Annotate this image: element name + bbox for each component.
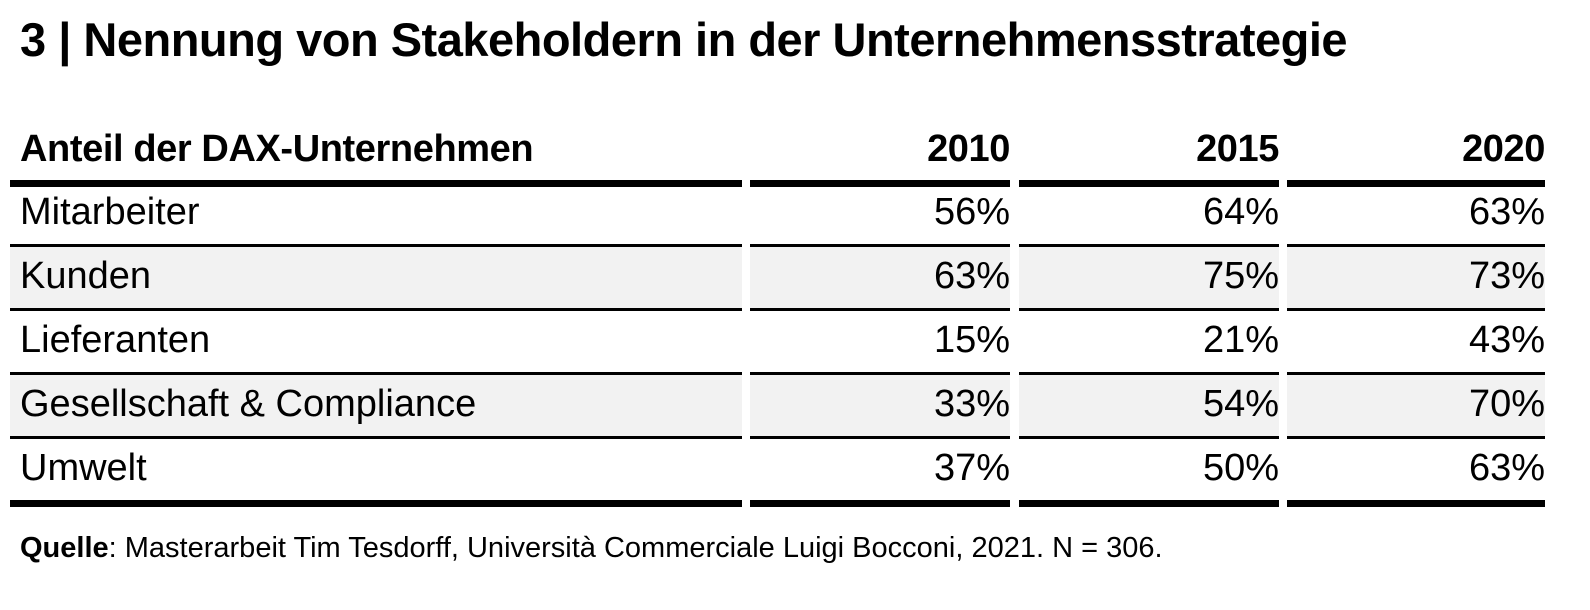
value-cell: 43% <box>1287 308 1545 375</box>
row-label: Mitarbeiter <box>20 190 200 233</box>
value-2020: 63% <box>1468 446 1545 489</box>
row-label: Umwelt <box>20 446 147 489</box>
source-label: Quelle <box>20 532 109 564</box>
value-2020: 63% <box>1468 190 1545 233</box>
source-note: Quelle: Masterarbeit Tim Tesdorff, Unive… <box>20 532 1163 565</box>
value-cell: 56% <box>750 180 1010 247</box>
header-cell-2015: 2015 <box>1019 118 1279 187</box>
value-2010: 15% <box>933 318 1010 361</box>
value-2020: 73% <box>1468 254 1545 297</box>
value-cell: 63% <box>1287 436 1545 507</box>
value-cell: 73% <box>1287 244 1545 311</box>
value-2010: 33% <box>933 382 1010 425</box>
table-row: Kunden 63% 75% 73% <box>10 244 1545 311</box>
row-label: Gesellschaft & Compliance <box>20 382 477 425</box>
value-cell: 15% <box>750 308 1010 375</box>
column-header-2015: 2015 <box>1196 127 1279 170</box>
value-2015: 54% <box>1202 382 1279 425</box>
value-cell: 63% <box>750 244 1010 311</box>
value-cell: 50% <box>1019 436 1279 507</box>
value-cell: 75% <box>1019 244 1279 311</box>
header-cell-2020: 2020 <box>1287 118 1545 187</box>
row-label: Kunden <box>20 254 152 297</box>
table-body: Mitarbeiter 56% 64% 63% Kunden 63% 75% 73% Liefe… <box>10 180 1545 507</box>
value-2015: 64% <box>1202 190 1279 233</box>
column-header-2010: 2010 <box>927 127 1010 170</box>
value-cell: 54% <box>1019 372 1279 439</box>
value-cell: 63% <box>1287 180 1545 247</box>
value-2010: 63% <box>933 254 1010 297</box>
value-2015: 21% <box>1202 318 1279 361</box>
header-cell-label: Anteil der DAX-Unternehmen <box>10 118 742 187</box>
value-2015: 50% <box>1202 446 1279 489</box>
table-row: Lieferanten 15% 21% 43% <box>10 308 1545 375</box>
value-cell: 21% <box>1019 308 1279 375</box>
value-2020: 43% <box>1468 318 1545 361</box>
table-row: Umwelt 37% 50% 63% <box>10 436 1545 507</box>
value-2020: 70% <box>1468 382 1545 425</box>
column-header-2020: 2020 <box>1462 127 1545 170</box>
row-label-cell: Umwelt <box>10 436 742 507</box>
row-header-label: Anteil der DAX-Unternehmen <box>20 127 534 170</box>
row-label-cell: Kunden <box>10 244 742 311</box>
value-2010: 56% <box>933 190 1010 233</box>
row-label-cell: Gesellschaft & Compliance <box>10 372 742 439</box>
value-2015: 75% <box>1202 254 1279 297</box>
row-label: Lieferanten <box>20 318 211 361</box>
row-label-cell: Lieferanten <box>10 308 742 375</box>
header-cell-2010: 2010 <box>750 118 1010 187</box>
value-cell: 37% <box>750 436 1010 507</box>
row-label-cell: Mitarbeiter <box>10 180 742 247</box>
source-text: : Masterarbeit Tim Tesdorff, Università … <box>108 532 1163 564</box>
value-2010: 37% <box>933 446 1010 489</box>
table-row: Mitarbeiter 56% 64% 63% <box>10 180 1545 247</box>
value-cell: 70% <box>1287 372 1545 439</box>
chart-title: 3 | Nennung von Stakeholdern in der Unte… <box>20 13 1348 66</box>
data-table: Anteil der DAX-Unternehmen 2010 2015 202… <box>10 118 1545 507</box>
table-header-row: Anteil der DAX-Unternehmen 2010 2015 202… <box>10 118 1545 187</box>
value-cell: 33% <box>750 372 1010 439</box>
value-cell: 64% <box>1019 180 1279 247</box>
table-row: Gesellschaft & Compliance 33% 54% 70% <box>10 372 1545 439</box>
